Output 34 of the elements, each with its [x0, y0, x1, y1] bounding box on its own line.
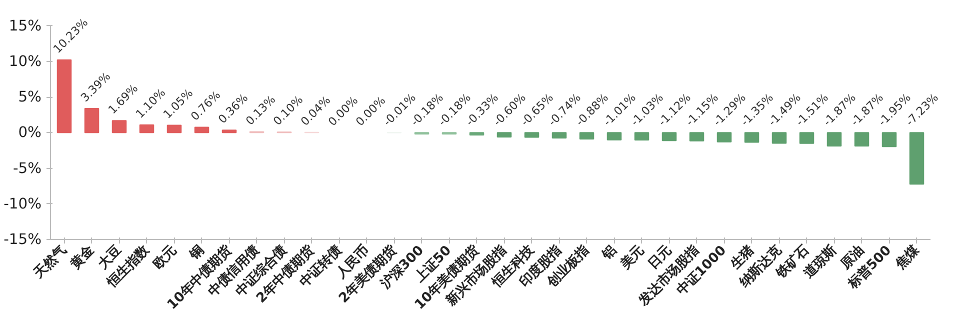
- x-tick-label: 焦煤: [892, 242, 923, 273]
- bar: [826, 132, 842, 146]
- x-tick-label: 铜: [186, 243, 208, 264]
- y-tick-label: -10%: [4, 195, 42, 212]
- bar: [744, 132, 760, 143]
- y-tick-label: 15%: [8, 17, 42, 34]
- bar: [166, 124, 182, 134]
- x-tick-label: 欧元: [150, 243, 180, 272]
- bar: [909, 132, 924, 185]
- bar: [689, 132, 704, 142]
- y-tick-label: 10%: [8, 52, 42, 70]
- bar: [56, 59, 72, 134]
- bar: [552, 132, 567, 138]
- x-tick-label: 黄金: [67, 242, 98, 273]
- bar: [469, 132, 484, 136]
- bar: [524, 132, 540, 138]
- bar: [139, 124, 154, 134]
- bar: [579, 132, 594, 140]
- bar: [854, 132, 870, 146]
- bar: [496, 132, 512, 138]
- y-tick-label: 5%: [18, 88, 42, 106]
- bar: [194, 126, 210, 134]
- bar: [716, 132, 732, 142]
- bar: [772, 132, 787, 144]
- bar: [799, 132, 814, 144]
- bar: [222, 130, 237, 134]
- bar: [662, 132, 677, 142]
- bar: [84, 108, 100, 134]
- y-tick-label: 0%: [18, 124, 42, 142]
- bar: [634, 132, 650, 141]
- bar: [112, 120, 127, 134]
- bar: [882, 132, 897, 148]
- bar: [606, 132, 622, 140]
- y-tick-label: -5%: [12, 160, 42, 177]
